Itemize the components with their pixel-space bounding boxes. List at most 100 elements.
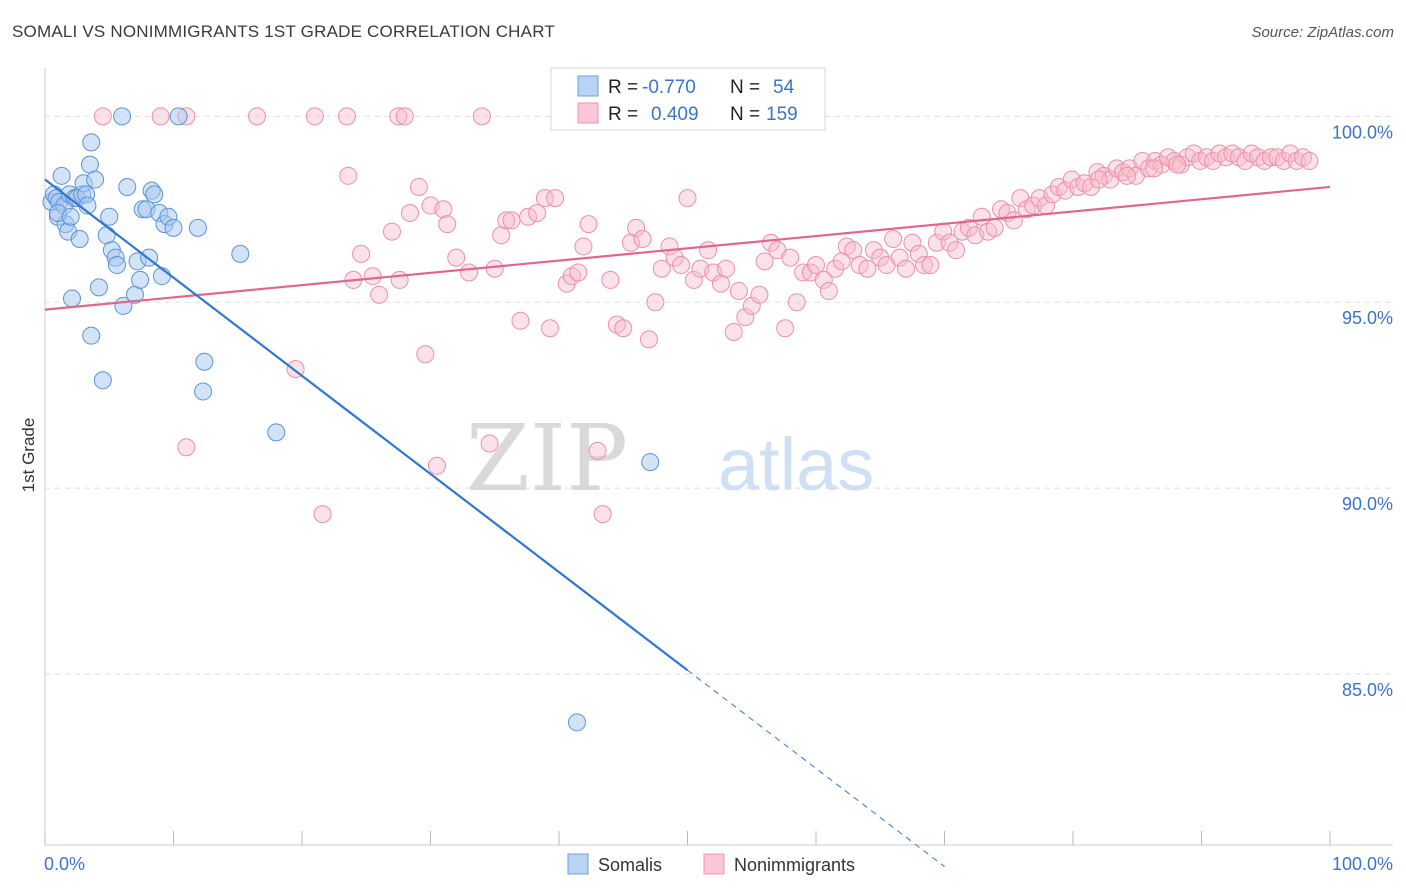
stats-r-value-somalis: -0.770 — [642, 77, 696, 98]
somalis-point — [62, 289, 81, 308]
nonimmigrants-point — [438, 215, 457, 234]
nonimmigrants-point — [959, 218, 978, 237]
nonimmigrants-point — [502, 211, 521, 230]
nonimmigrants-point — [546, 189, 565, 208]
somalis-point — [169, 107, 188, 126]
somalis-point — [164, 218, 183, 237]
y-axis-title: 1st Grade — [19, 418, 38, 493]
somalis-point — [567, 713, 586, 732]
stats-n-value-nonimmigrants: 159 — [766, 104, 798, 125]
nonimmigrants-point — [1089, 170, 1108, 189]
nonimmigrants-point — [787, 293, 806, 312]
somalis-point — [82, 326, 101, 345]
nonimmigrants-point — [579, 215, 598, 234]
nonimmigrants-point — [729, 282, 748, 301]
nonimmigrants-points — [93, 107, 1319, 524]
legend-label-somalis: Somalis — [598, 855, 662, 875]
stats-r-value-nonimmigrants: 0.409 — [651, 104, 699, 125]
nonimmigrants-point — [652, 259, 671, 278]
somalis-point — [231, 244, 250, 263]
nonimmigrants-point — [447, 248, 466, 267]
nonimmigrants-point — [736, 308, 755, 327]
nonimmigrants-point — [497, 211, 516, 230]
somalis-point — [82, 133, 101, 152]
nonimmigrants-point — [909, 244, 928, 263]
nonimmigrants-point — [776, 319, 795, 338]
nonimmigrants-point — [864, 241, 883, 260]
nonimmigrants-point — [646, 293, 665, 312]
nonimmigrants-point — [755, 252, 774, 271]
somalis-point — [100, 207, 119, 226]
somalis-point — [152, 267, 171, 286]
nonimmigrants-point — [535, 189, 554, 208]
nonimmigrants-point — [1144, 159, 1163, 178]
nonimmigrants-point — [947, 241, 966, 260]
nonimmigrants-point — [871, 248, 890, 267]
nonimmigrants-point — [400, 203, 419, 222]
somalis-point — [118, 177, 137, 196]
somalis-points — [42, 107, 660, 732]
somalis-point — [641, 453, 660, 472]
nonimmigrants-point — [672, 256, 691, 275]
nonimmigrants-point — [678, 189, 697, 208]
nonimmigrants-point — [427, 456, 446, 475]
y-tick-label: 90.0% — [1342, 494, 1393, 514]
chart-title: SOMALI VS NONIMMIGRANTS 1ST GRADE CORREL… — [12, 22, 555, 41]
nonimmigrants-point — [416, 345, 435, 364]
x-tick-label-min: 0.0% — [44, 854, 85, 874]
nonimmigrants-point — [177, 438, 196, 457]
legend-swatch-nonimmigrants — [703, 853, 725, 875]
nonimmigrants-point — [93, 107, 112, 126]
somalis-point — [70, 230, 89, 249]
gridlines — [45, 115, 1393, 675]
trend-lines — [44, 178, 1331, 867]
stats-r-label-nonimmigrants: R = — [608, 104, 638, 125]
stats-legend-swatch-nonimmigrants — [577, 102, 599, 124]
nonimmigrants-point — [601, 270, 620, 289]
stats-legend: R = -0.770 N = 54 R = 0.409 N = 159 — [550, 67, 826, 131]
nonimmigrants-point — [1171, 155, 1190, 174]
nonimmigrants-point — [519, 207, 538, 226]
stats-n-label-somalis: N = — [730, 77, 760, 98]
y-tick-label: 95.0% — [1342, 308, 1393, 328]
nonimmigrants-point — [569, 263, 588, 282]
nonimmigrants-point — [588, 441, 607, 460]
nonimmigrants-point — [750, 285, 769, 304]
nonimmigrants-point — [352, 244, 371, 263]
legend-label-nonimmigrants: Nonimmigrants — [734, 855, 855, 875]
watermark-atlas: atlas — [718, 423, 874, 506]
somalis-point — [194, 382, 213, 401]
watermark-zip: ZIP — [466, 405, 628, 512]
stats-r-label-somalis: R = — [608, 77, 638, 98]
nonimmigrants-point — [511, 311, 530, 330]
nonimmigrants-point — [890, 248, 909, 267]
nonimmigrants-point — [485, 259, 504, 278]
nonimmigrants-point — [541, 319, 560, 338]
nonimmigrants-point — [614, 319, 633, 338]
somalis-trend-extension — [687, 669, 945, 867]
nonimmigrants-point — [633, 230, 652, 249]
nonimmigrants-point — [434, 200, 453, 219]
nonimmigrants-point — [985, 218, 1004, 237]
nonimmigrants-point — [717, 259, 736, 278]
nonimmigrants-point — [593, 505, 612, 524]
nonimmigrants-point — [1300, 151, 1319, 170]
nonimmigrants-point — [807, 256, 825, 275]
nonimmigrants-point — [724, 322, 743, 341]
nonimmigrants-point — [574, 237, 593, 256]
nonimmigrants-point — [370, 285, 389, 304]
nonimmigrants-point — [472, 107, 491, 126]
somalis-point — [131, 270, 150, 289]
nonimmigrants-point — [921, 256, 940, 275]
somalis-trend-line — [44, 178, 689, 672]
legend-swatch-somalis — [567, 853, 589, 875]
somalis-point — [195, 352, 214, 371]
nonimmigrants-point — [151, 107, 170, 126]
nonimmigrants-point — [1274, 151, 1293, 170]
nonimmigrants-point — [389, 107, 408, 126]
nonimmigrants-point — [896, 259, 915, 278]
nonimmigrants-point — [480, 434, 499, 453]
nonimmigrants-point — [313, 505, 332, 524]
series-legend: Somalis Nonimmigrants — [567, 853, 855, 875]
